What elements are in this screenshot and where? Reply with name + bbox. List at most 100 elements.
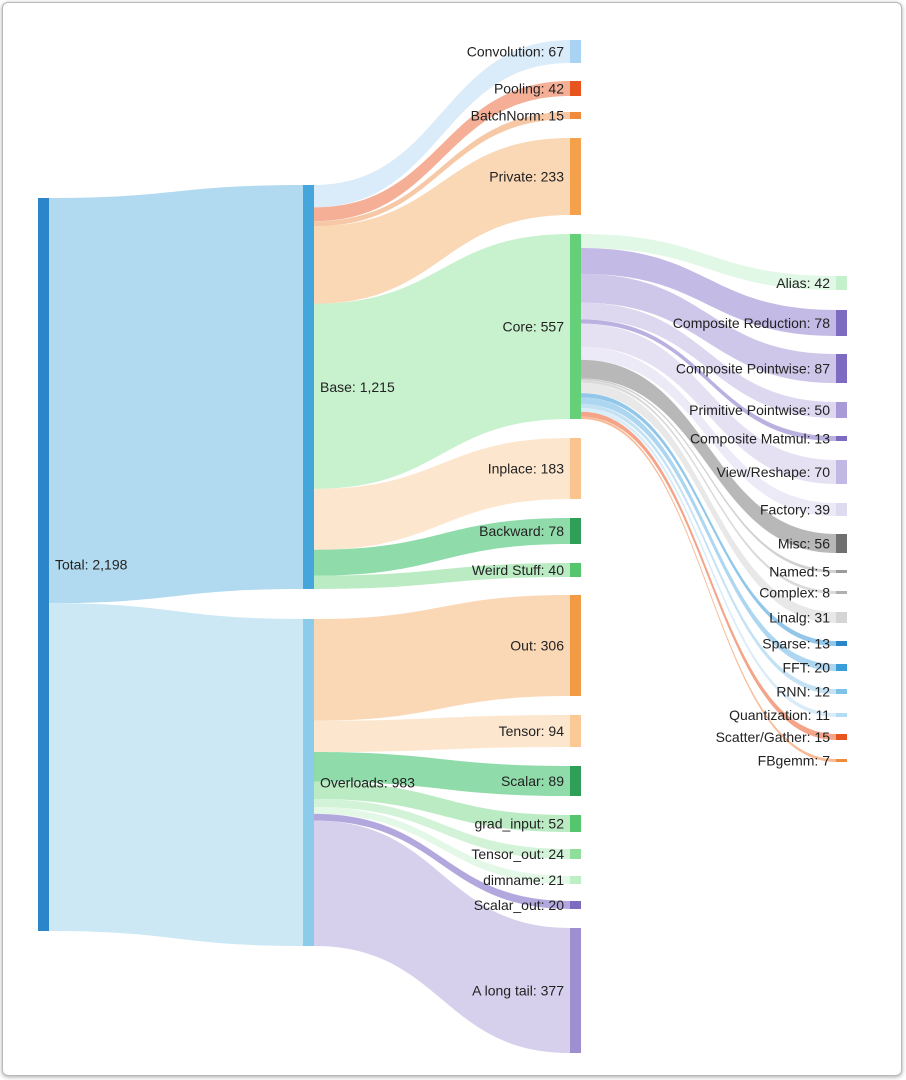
node-label-pooling: Pooling: 42 [494, 81, 564, 97]
node-grad_input[interactable] [570, 815, 581, 832]
node-convolution[interactable] [570, 40, 581, 63]
link-core-to-comp_red[interactable] [581, 247, 836, 336]
link-core-to-fft[interactable] [581, 397, 836, 671]
link-overloads-to-tensor_out[interactable] [314, 798, 570, 859]
link-base-to-weird[interactable] [314, 563, 570, 589]
node-sparse[interactable] [836, 641, 847, 646]
node-linalg[interactable] [836, 612, 847, 623]
node-label-fft: FFT: 20 [783, 660, 831, 676]
link-core-to-rnn[interactable] [581, 404, 836, 694]
node-label-batchnorm: BatchNorm: 15 [471, 108, 565, 124]
node-pooling[interactable] [570, 81, 581, 96]
node-comp_pw[interactable] [836, 354, 847, 383]
node-label-inplace: Inplace: 183 [488, 461, 564, 477]
node-core[interactable] [570, 234, 581, 419]
link-base-to-backward[interactable] [314, 518, 570, 576]
node-prim_pw[interactable] [836, 402, 847, 418]
node-batchnorm[interactable] [570, 112, 581, 119]
link-overloads-to-tensor[interactable] [314, 715, 570, 753]
link-overloads-to-long_tail[interactable] [314, 820, 570, 1053]
link-base-to-batchnorm[interactable] [314, 112, 570, 227]
node-alias[interactable] [836, 276, 847, 290]
node-fft[interactable] [836, 664, 847, 671]
node-label-scalar_out: Scalar_out: 20 [474, 897, 564, 913]
node-dimname[interactable] [570, 876, 581, 884]
node-label-misc: Misc: 56 [778, 536, 830, 552]
sankey-labels: Total: 2,198 Base: 1,215 Overloads: 983 Con… [55, 44, 830, 999]
link-overloads-to-scalar_out[interactable] [314, 813, 570, 909]
node-out[interactable] [570, 595, 581, 696]
node-label-long_tail: A long tail: 377 [472, 983, 564, 999]
node-label-tensor: Tensor: 94 [499, 723, 565, 739]
node-tensor_out[interactable] [570, 849, 581, 859]
node-weird[interactable] [570, 563, 581, 577]
node-label-fbgemm: FBgemm: 7 [758, 753, 831, 769]
node-label-private: Private: 233 [489, 169, 564, 185]
node-misc[interactable] [836, 534, 847, 553]
link-core-to-complex[interactable] [581, 380, 836, 594]
node-label-weird: Weird Stuff: 40 [472, 562, 564, 578]
node-label-dimname: dimname: 21 [483, 872, 564, 888]
link-core-to-alias[interactable] [581, 234, 836, 290]
link-overloads-to-out[interactable] [314, 595, 570, 721]
node-scalar_out[interactable] [570, 901, 581, 909]
node-complex[interactable] [836, 591, 847, 594]
link-core-to-comp_mm[interactable] [581, 319, 836, 441]
link-core-to-linalg[interactable] [581, 382, 836, 623]
node-label-view: View/Reshape: 70 [717, 464, 831, 480]
link-base-to-private[interactable] [314, 138, 570, 304]
node-inplace[interactable] [570, 438, 581, 499]
link-total-to-overloads[interactable] [49, 603, 303, 946]
link-core-to-view[interactable] [581, 323, 836, 484]
node-rnn[interactable] [836, 689, 847, 694]
link-base-to-core[interactable] [314, 234, 570, 489]
node-backward[interactable] [570, 518, 581, 544]
node-fbgemm[interactable] [836, 759, 847, 762]
node-tensor[interactable] [570, 715, 581, 747]
node-label-complex: Complex: 8 [759, 585, 830, 601]
node-base[interactable] [303, 185, 314, 589]
link-core-to-scatter[interactable] [581, 411, 836, 740]
link-base-to-pooling[interactable] [314, 81, 570, 222]
node-overloads[interactable] [303, 619, 314, 946]
node-label-quant: Quantization: 11 [729, 707, 830, 723]
link-core-to-factory[interactable] [581, 346, 836, 516]
node-label-sparse: Sparse: 13 [762, 636, 830, 652]
node-label-factory: Factory: 39 [760, 502, 830, 518]
node-comp_mm[interactable] [836, 436, 847, 441]
node-label-tensor_out: Tensor_out: 24 [471, 846, 564, 862]
node-private[interactable] [570, 138, 581, 215]
link-overloads-to-scalar[interactable] [314, 752, 570, 796]
link-core-to-quant[interactable] [581, 408, 836, 717]
link-core-to-sparse[interactable] [581, 393, 836, 646]
node-label-linalg: Linalg: 31 [769, 610, 830, 626]
node-label-comp_mm: Composite Matmul: 13 [690, 431, 830, 447]
node-scatter[interactable] [836, 734, 847, 740]
node-label-total: Total: 2,198 [55, 557, 128, 573]
link-base-to-convolution[interactable] [314, 40, 570, 208]
node-label-convolution: Convolution: 67 [467, 44, 565, 60]
node-label-grad_input: grad_input: 52 [474, 816, 564, 832]
node-label-base: Base: 1,215 [320, 379, 395, 395]
sankey-nodes [38, 40, 847, 1053]
node-quant[interactable] [836, 713, 847, 717]
node-label-overloads: Overloads: 983 [320, 775, 415, 791]
link-core-to-fbgemm[interactable] [581, 416, 836, 762]
link-core-to-comp_pw[interactable] [581, 273, 836, 383]
link-base-to-inplace[interactable] [314, 438, 570, 550]
node-long_tail[interactable] [570, 928, 581, 1053]
link-overloads-to-dimname[interactable] [314, 806, 570, 884]
node-view[interactable] [836, 460, 847, 484]
link-core-to-prim_pw[interactable] [581, 302, 836, 418]
link-core-to-misc[interactable] [581, 359, 836, 553]
link-core-to-named[interactable] [581, 378, 836, 573]
node-comp_red[interactable] [836, 310, 847, 336]
node-label-prim_pw: Primitive Pointwise: 50 [689, 402, 830, 418]
node-named[interactable] [836, 570, 847, 573]
node-factory[interactable] [836, 503, 847, 516]
node-label-backward: Backward: 78 [479, 523, 564, 539]
node-total[interactable] [38, 198, 49, 931]
link-overloads-to-grad_input[interactable] [314, 781, 570, 832]
node-scalar[interactable] [570, 766, 581, 796]
link-total-to-base[interactable] [49, 185, 303, 604]
